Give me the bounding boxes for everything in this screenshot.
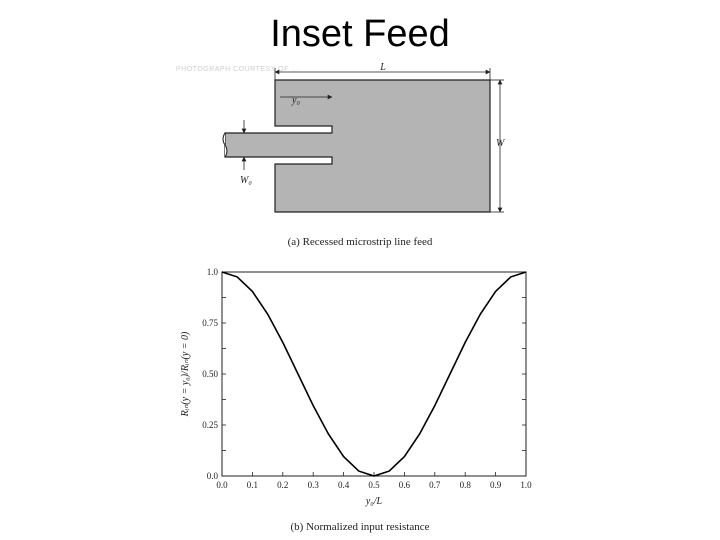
diagram-caption: (a) Recessed microstrip line feed [287, 236, 433, 248]
x-tick-label: 0.7 [429, 480, 441, 490]
label-W0: W₀ [240, 175, 252, 186]
series-line [221, 271, 527, 477]
label-y0: y₀ [291, 95, 300, 106]
y-axis-label: Rᵢₙ(y = y₀)/Rᵢₙ(y = 0) [180, 331, 191, 417]
label-L: L [379, 62, 386, 73]
x-tick-label: 0.9 [490, 480, 502, 490]
x-tick-label: 0.3 [308, 480, 320, 490]
x-tick-label: 0.1 [247, 480, 258, 490]
y-tick-label: 0.0 [207, 471, 219, 481]
x-tick-label: 0.5 [368, 480, 380, 490]
x-tick-label: 0.8 [460, 480, 472, 490]
chart-caption: (b) Normalized input resistance [290, 521, 430, 533]
x-tick-label: 0.6 [399, 480, 411, 490]
label-W: W [496, 138, 506, 149]
slide-title: Inset Feed [270, 13, 450, 55]
x-tick-label: 0.4 [338, 480, 350, 490]
y-tick-label: 0.25 [202, 420, 218, 430]
x-axis-label: y₀/L [365, 496, 383, 507]
x-tick-label: 0.0 [216, 480, 228, 490]
y-tick-label: 1.0 [207, 267, 219, 277]
x-tick-label: 0.2 [277, 480, 288, 490]
plot-frame [221, 271, 527, 477]
feed-break-mark [222, 132, 228, 158]
y-tick-label: 0.75 [202, 318, 218, 328]
watermark-text: PHOTOGRAPH COURTESY OF ... [176, 66, 299, 73]
x-tick-label: 1.0 [520, 480, 532, 490]
y-tick-label: 0.50 [202, 369, 218, 379]
